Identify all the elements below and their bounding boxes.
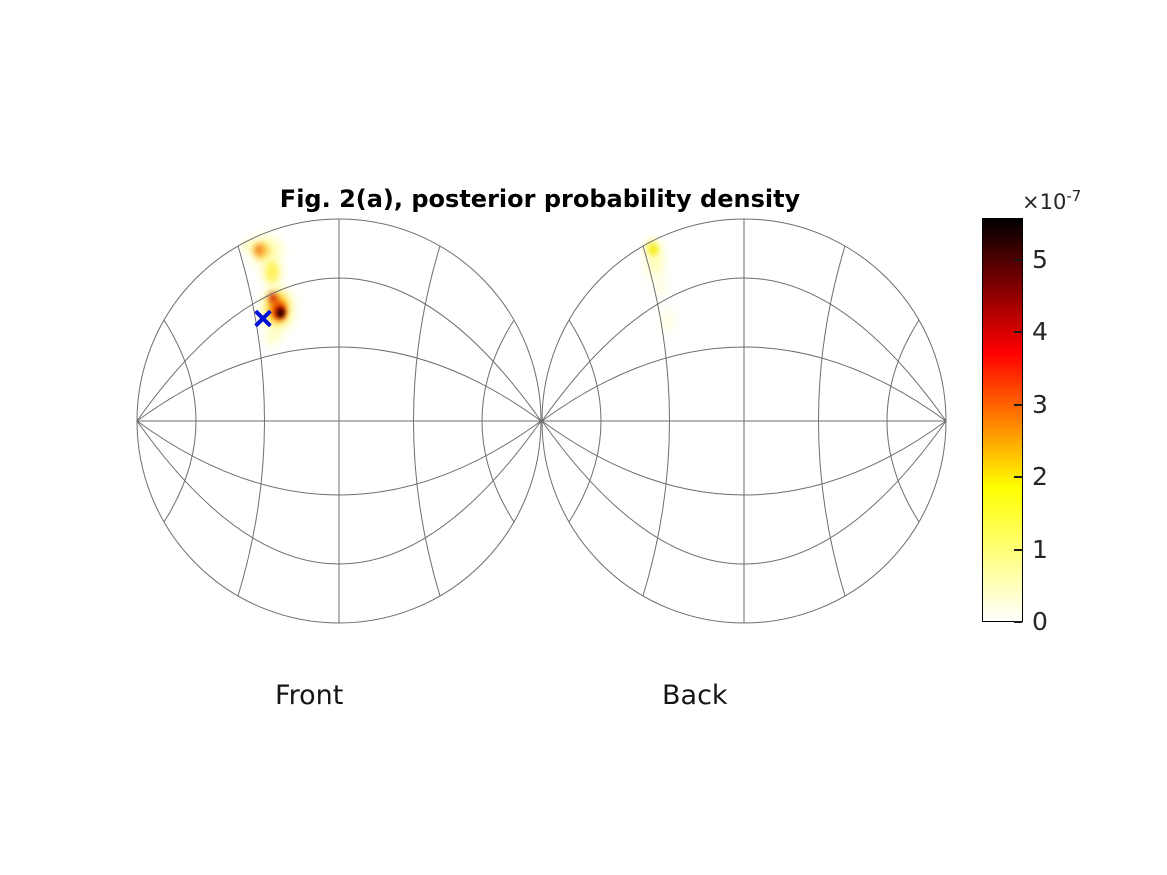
colorbar-tick [1014, 476, 1022, 479]
graticule-line [541, 277, 947, 422]
colorbar-scale-label: ×10-7 [1022, 187, 1081, 214]
colorbar-tick-label: 3 [1032, 389, 1048, 419]
graticule-line [886, 319, 920, 523]
colorbar-tick [1014, 258, 1022, 261]
colorbar-tick [1014, 621, 1022, 623]
colorbar-tick-label: 0 [1032, 607, 1048, 636]
colorbar-scale-exponent: -7 [1066, 187, 1082, 205]
back-label: Back [662, 680, 728, 711]
graticule-line [136, 277, 542, 422]
graticule-line [818, 245, 846, 597]
colorbar-scale-prefix: ×10 [1022, 190, 1067, 214]
front-label: Front [275, 680, 344, 711]
colorbar-tick [1014, 403, 1022, 406]
graticule-line [413, 245, 441, 597]
colorbar-gradient [982, 218, 1023, 622]
graticule-line [568, 319, 602, 523]
back-hemisphere-grid [541, 218, 947, 624]
colorbar-tick [1014, 548, 1022, 551]
graticule-line [237, 245, 265, 597]
graticule-line [642, 245, 670, 597]
figure-title: Fig. 2(a), posterior probability density [279, 185, 801, 213]
x-marker [256, 311, 271, 326]
colorbar-tick-label: 4 [1032, 317, 1048, 347]
colorbar-tick-label: 2 [1032, 462, 1048, 492]
colorbar-tick-label: 5 [1032, 244, 1048, 274]
graticule-line [481, 319, 515, 523]
graticule-line [163, 319, 197, 523]
graticule-line [136, 420, 542, 565]
graticule-line [541, 420, 947, 565]
front-hemisphere-grid [136, 218, 542, 624]
colorbar-tick [1014, 331, 1022, 334]
colorbar-tick-label: 1 [1032, 534, 1048, 564]
